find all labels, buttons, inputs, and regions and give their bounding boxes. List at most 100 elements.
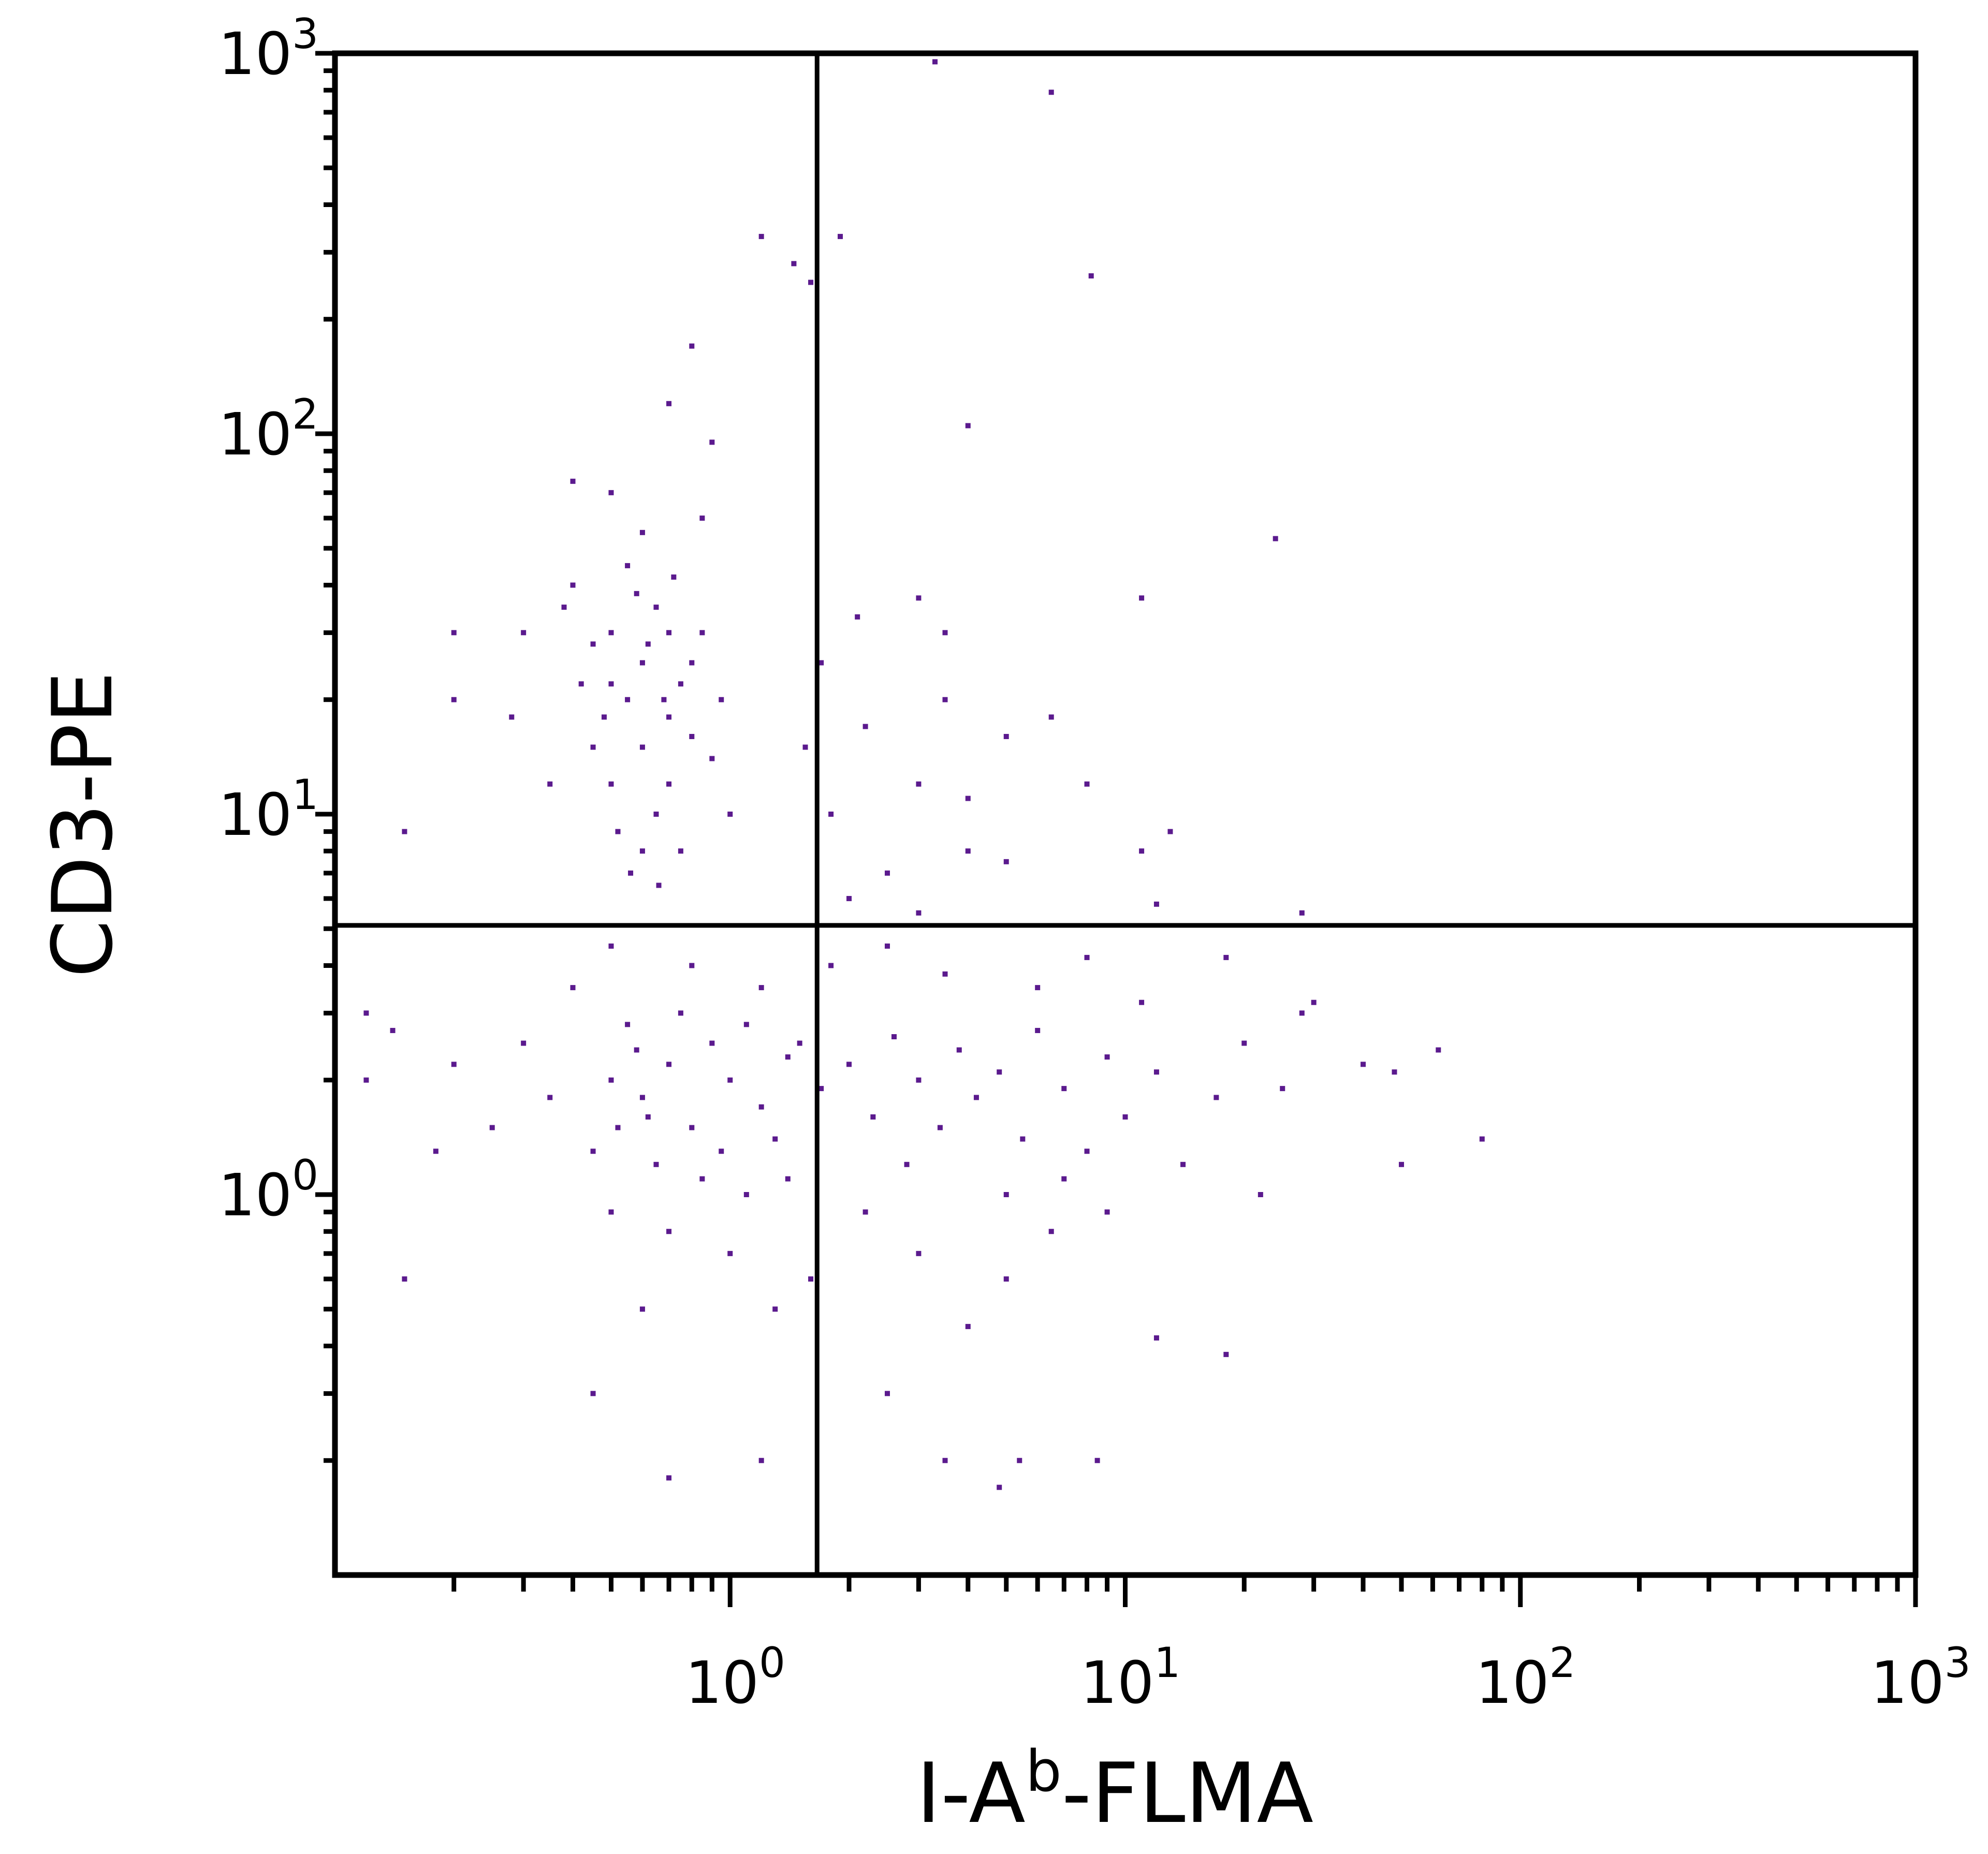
data-point	[884, 1391, 890, 1396]
data-point	[1048, 1229, 1054, 1234]
data-point	[590, 1149, 596, 1154]
data-point	[1094, 1458, 1100, 1463]
data-point	[653, 1161, 659, 1167]
tick-base: 10	[218, 782, 293, 849]
data-point	[916, 910, 922, 916]
x-tick-label: 102	[1475, 1639, 1575, 1717]
data-point	[1003, 733, 1009, 739]
data-point	[1003, 1192, 1009, 1197]
data-point	[785, 1176, 791, 1182]
tick-exponent: 2	[1550, 1639, 1576, 1687]
data-point	[363, 1010, 369, 1016]
data-point	[997, 1484, 1002, 1490]
data-point	[666, 1062, 672, 1067]
data-point	[689, 1125, 695, 1130]
tick-exponent: 1	[292, 771, 318, 819]
data-point	[639, 1095, 645, 1100]
data-point	[1139, 848, 1145, 854]
data-point	[639, 1306, 645, 1312]
data-point	[570, 582, 576, 588]
data-point	[521, 630, 527, 636]
data-point	[942, 971, 948, 977]
data-point	[608, 1209, 614, 1215]
data-point	[608, 1077, 614, 1083]
x-title-superscript: b	[1026, 1738, 1062, 1804]
data-point	[965, 848, 971, 854]
data-point	[828, 812, 834, 817]
data-point	[451, 697, 457, 702]
data-point	[884, 870, 890, 876]
data-point	[678, 1010, 683, 1016]
data-point	[661, 697, 667, 702]
data-point	[1299, 1010, 1305, 1016]
data-point	[689, 733, 695, 739]
data-point	[699, 630, 705, 636]
data-point	[942, 697, 948, 702]
data-point	[785, 1054, 791, 1060]
data-point	[625, 1022, 631, 1027]
data-point	[1241, 1040, 1247, 1046]
data-point	[590, 744, 596, 750]
tick-exponent: 3	[292, 10, 318, 58]
data-point	[719, 697, 724, 702]
data-point	[699, 1176, 705, 1182]
data-point	[666, 630, 672, 636]
data-point	[772, 1306, 778, 1312]
data-point	[743, 1022, 749, 1027]
data-point	[433, 1149, 438, 1154]
data-point	[402, 829, 407, 834]
data-point	[666, 1475, 672, 1481]
data-point	[808, 1276, 814, 1282]
data-point	[561, 605, 567, 610]
data-point	[1139, 999, 1145, 1005]
data-point	[671, 574, 677, 580]
data-point	[802, 744, 808, 750]
data-point	[639, 744, 645, 750]
data-point	[1104, 1209, 1110, 1215]
data-point	[608, 630, 614, 636]
data-point	[1392, 1069, 1397, 1075]
data-point	[639, 660, 645, 666]
data-point	[828, 963, 834, 968]
data-point	[509, 714, 515, 720]
data-point	[639, 529, 645, 535]
x-tick-label: 103	[1870, 1639, 1970, 1717]
data-point	[863, 1209, 868, 1215]
data-point	[709, 1040, 715, 1046]
data-point	[891, 1034, 897, 1039]
y-axis-title: CD3-PE	[34, 671, 131, 978]
data-point	[709, 756, 715, 761]
data-point	[1223, 954, 1229, 960]
data-point	[846, 1062, 852, 1067]
x-title-part: -FLMA	[1062, 1745, 1313, 1842]
data-point	[678, 848, 683, 854]
data-point	[666, 714, 672, 720]
data-point	[719, 1149, 724, 1154]
data-point	[884, 943, 890, 949]
data-point	[797, 1040, 802, 1046]
data-point	[838, 233, 843, 239]
tick-base: 10	[218, 1162, 293, 1229]
data-point	[904, 1161, 910, 1167]
data-point	[1436, 1047, 1441, 1053]
data-point	[601, 714, 607, 720]
data-point	[689, 343, 695, 349]
data-point	[699, 516, 705, 521]
data-point	[1223, 1351, 1229, 1357]
x-title-part: I-A	[916, 1745, 1026, 1842]
tick-exponent: 0	[292, 1151, 318, 1199]
data-point	[973, 1095, 979, 1100]
data-point	[758, 1104, 764, 1110]
data-point	[709, 439, 715, 445]
data-point	[615, 829, 621, 834]
data-point	[846, 896, 852, 902]
tick-base: 10	[218, 21, 293, 88]
x-tick-label: 100	[685, 1639, 785, 1717]
data-point	[489, 1125, 495, 1130]
data-point	[1035, 985, 1041, 991]
tick-base: 10	[1080, 1650, 1154, 1717]
data-point	[758, 1458, 764, 1463]
data-point	[1273, 536, 1278, 541]
